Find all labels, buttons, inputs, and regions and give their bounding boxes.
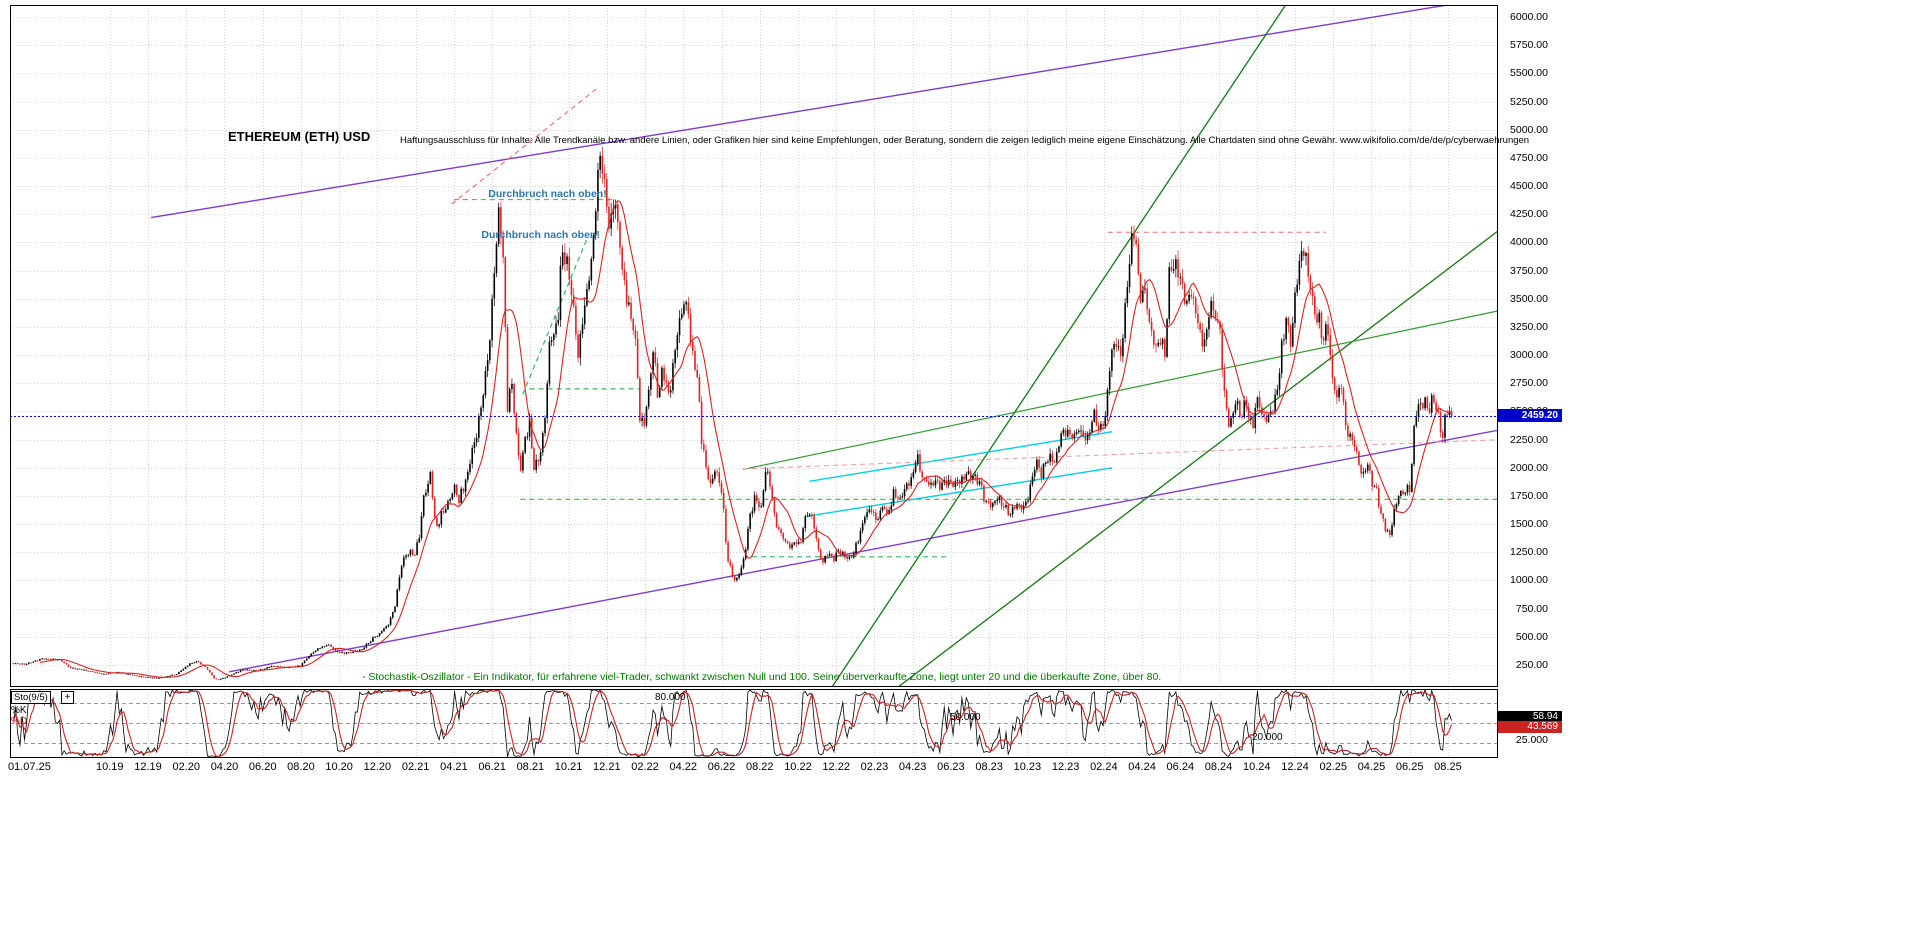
date-tick-label: 02.24 [1090,761,1118,773]
date-tick-label: 04.22 [669,761,698,773]
annotation-breakout-1: Durchbruch nach oben! [488,187,607,200]
price-tick-label: 1000.00 [1510,574,1548,587]
date-tick-label: 06.24 [1166,761,1195,773]
price-tick-label: 4000.00 [1510,236,1548,249]
indicator-name: Sto(9/5) [14,692,48,703]
price-tick-label: 500.00 [1515,630,1548,643]
date-tick-label: 08.21 [516,761,545,773]
price-tick-label: 5250.00 [1510,95,1548,108]
oscillator-level-label: 80.000 [655,691,686,703]
date-tick-label: 06.21 [478,761,506,773]
date-tick-label: 12.21 [593,761,621,773]
date-tick-label: 02.25 [1319,761,1347,773]
current-price-tag: 2459.20 [1498,409,1562,423]
date-tick-label: 10.22 [784,761,812,773]
disclaimer-text: Haftungsausschluss für Inhalte: Alle Tre… [400,135,1530,146]
date-tick-label: 12.23 [1051,761,1080,773]
chart-title: ETHEREUM (ETH) USD [228,129,371,144]
price-tick-label: 4500.00 [1510,180,1548,193]
price-chart-canvas[interactable] [0,0,1570,780]
price-tick-label: 3750.00 [1510,264,1548,277]
price-tick-label: 1250.00 [1510,546,1548,559]
date-tick-label: 02.21 [401,761,430,773]
date-tick-label: 04.21 [440,761,468,773]
eth-chart-widget: ETHEREUM (ETH) USD Haftungsausschluss fü… [0,0,1570,780]
price-tick-label: 6000.00 [1510,11,1548,23]
stochastic-d-label: %D [11,716,28,727]
oscillator-level-label: 50.000 [950,712,981,723]
price-axis: 6000.00 5750.00 5500.00 5250.00 5000.00 4750.… [1500,0,1558,780]
date-tick-label: 08.25 [1434,761,1462,773]
date-tick-label: 10.19 [96,761,124,773]
date-tick-label: 04.20 [210,761,239,773]
date-tick-label: 04.25 [1357,761,1386,773]
price-tick-label: 750.00 [1515,602,1548,615]
date-tick-label: 10.23 [1013,761,1042,773]
price-tick-label: 1500.00 [1510,518,1548,531]
date-tick-label: 08.22 [745,761,774,773]
stochastic-d-value-tag: 43.569 [1498,721,1562,734]
date-tick-label: 02.20 [172,761,200,773]
date-tick-label: 12.24 [1281,761,1309,773]
price-tick-label: 2750.00 [1510,377,1548,390]
date-tick-label: 04.23 [898,761,927,773]
time-axis: 01.07.25 10.19 12.19 02.20 04.20 06.20 08.20 10… [0,761,1568,777]
price-tick-label: 3000.00 [1510,349,1548,362]
price-tick-label: 4750.00 [1510,151,1548,164]
date-tick-label: 08.20 [287,761,315,773]
annotation-breakout-2: Durchbruch nach oben! [481,228,600,241]
expand-icon[interactable]: + [61,691,74,704]
date-tick-label: 06.25 [1395,761,1424,773]
price-tick-label: 5750.00 [1510,39,1548,52]
date-tick-label: 12.22 [822,761,850,773]
stochastic-k-label: %K [11,705,27,716]
date-tick-label: 04.24 [1128,761,1156,773]
oscillator-axis-label: 25.000 [1515,734,1548,746]
date-tick-label: 06.22 [707,761,736,773]
price-tick-label: 3250.00 [1510,320,1548,333]
price-tick-label: 5500.00 [1510,67,1548,80]
price-tick-label: 3500.00 [1510,292,1548,305]
stochastic-k-value-tag: 58.94 [1498,710,1562,723]
date-tick-label: 12.20 [363,761,392,773]
date-tick-label: 06.23 [937,761,965,773]
price-tick-label: 5000.00 [1510,123,1548,136]
date-tick-label: 10.24 [1243,761,1271,773]
date-tick-label: 02.22 [631,761,659,773]
chart-date-label: 01.07.25 [8,761,51,773]
price-tick-label: 250.00 [1515,658,1548,671]
indicator-name-box[interactable]: Sto(9/5) [11,691,51,704]
date-tick-label: 02.23 [860,761,889,773]
date-tick-label: 06.20 [248,761,277,773]
price-tick-label: 2000.00 [1510,461,1548,474]
price-tick-label: 2250.00 [1510,433,1548,446]
oscillator-description: - Stochastik-Oszillator - Ein Indikator,… [362,671,1162,683]
oscillator-level-label: 20.000 [1252,732,1283,744]
date-tick-label: 08.24 [1204,761,1233,773]
price-tick-label: 4250.00 [1510,208,1548,221]
price-tick-label: 1750.00 [1510,489,1548,502]
date-tick-label: 08.23 [975,761,1003,773]
date-tick-label: 12.19 [134,761,162,773]
date-tick-label: 10.21 [554,761,583,773]
date-tick-label: 10.20 [325,761,353,773]
